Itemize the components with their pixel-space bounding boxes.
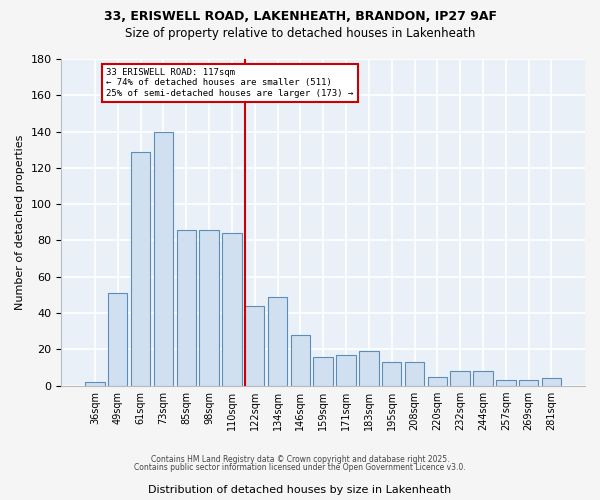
- Bar: [313, 356, 333, 386]
- Bar: [382, 362, 401, 386]
- Text: Size of property relative to detached houses in Lakenheath: Size of property relative to detached ho…: [125, 28, 475, 40]
- Text: Contains public sector information licensed under the Open Government Licence v3: Contains public sector information licen…: [134, 464, 466, 472]
- Text: 33, ERISWELL ROAD, LAKENHEATH, BRANDON, IP27 9AF: 33, ERISWELL ROAD, LAKENHEATH, BRANDON, …: [104, 10, 497, 23]
- Bar: [496, 380, 515, 386]
- Bar: [222, 233, 242, 386]
- Text: Distribution of detached houses by size in Lakenheath: Distribution of detached houses by size …: [148, 485, 452, 495]
- Bar: [176, 230, 196, 386]
- Bar: [337, 355, 356, 386]
- Bar: [268, 296, 287, 386]
- Bar: [108, 293, 127, 386]
- Bar: [359, 351, 379, 386]
- Bar: [290, 335, 310, 386]
- Bar: [542, 378, 561, 386]
- Bar: [245, 306, 265, 386]
- Bar: [85, 382, 104, 386]
- Text: Contains HM Land Registry data © Crown copyright and database right 2025.: Contains HM Land Registry data © Crown c…: [151, 455, 449, 464]
- Bar: [154, 132, 173, 386]
- Text: 33 ERISWELL ROAD: 117sqm
← 74% of detached houses are smaller (511)
25% of semi-: 33 ERISWELL ROAD: 117sqm ← 74% of detach…: [106, 68, 353, 98]
- Bar: [131, 152, 150, 386]
- Bar: [405, 362, 424, 386]
- Bar: [519, 380, 538, 386]
- Bar: [428, 376, 447, 386]
- Bar: [473, 371, 493, 386]
- Y-axis label: Number of detached properties: Number of detached properties: [15, 134, 25, 310]
- Bar: [199, 230, 219, 386]
- Bar: [451, 371, 470, 386]
